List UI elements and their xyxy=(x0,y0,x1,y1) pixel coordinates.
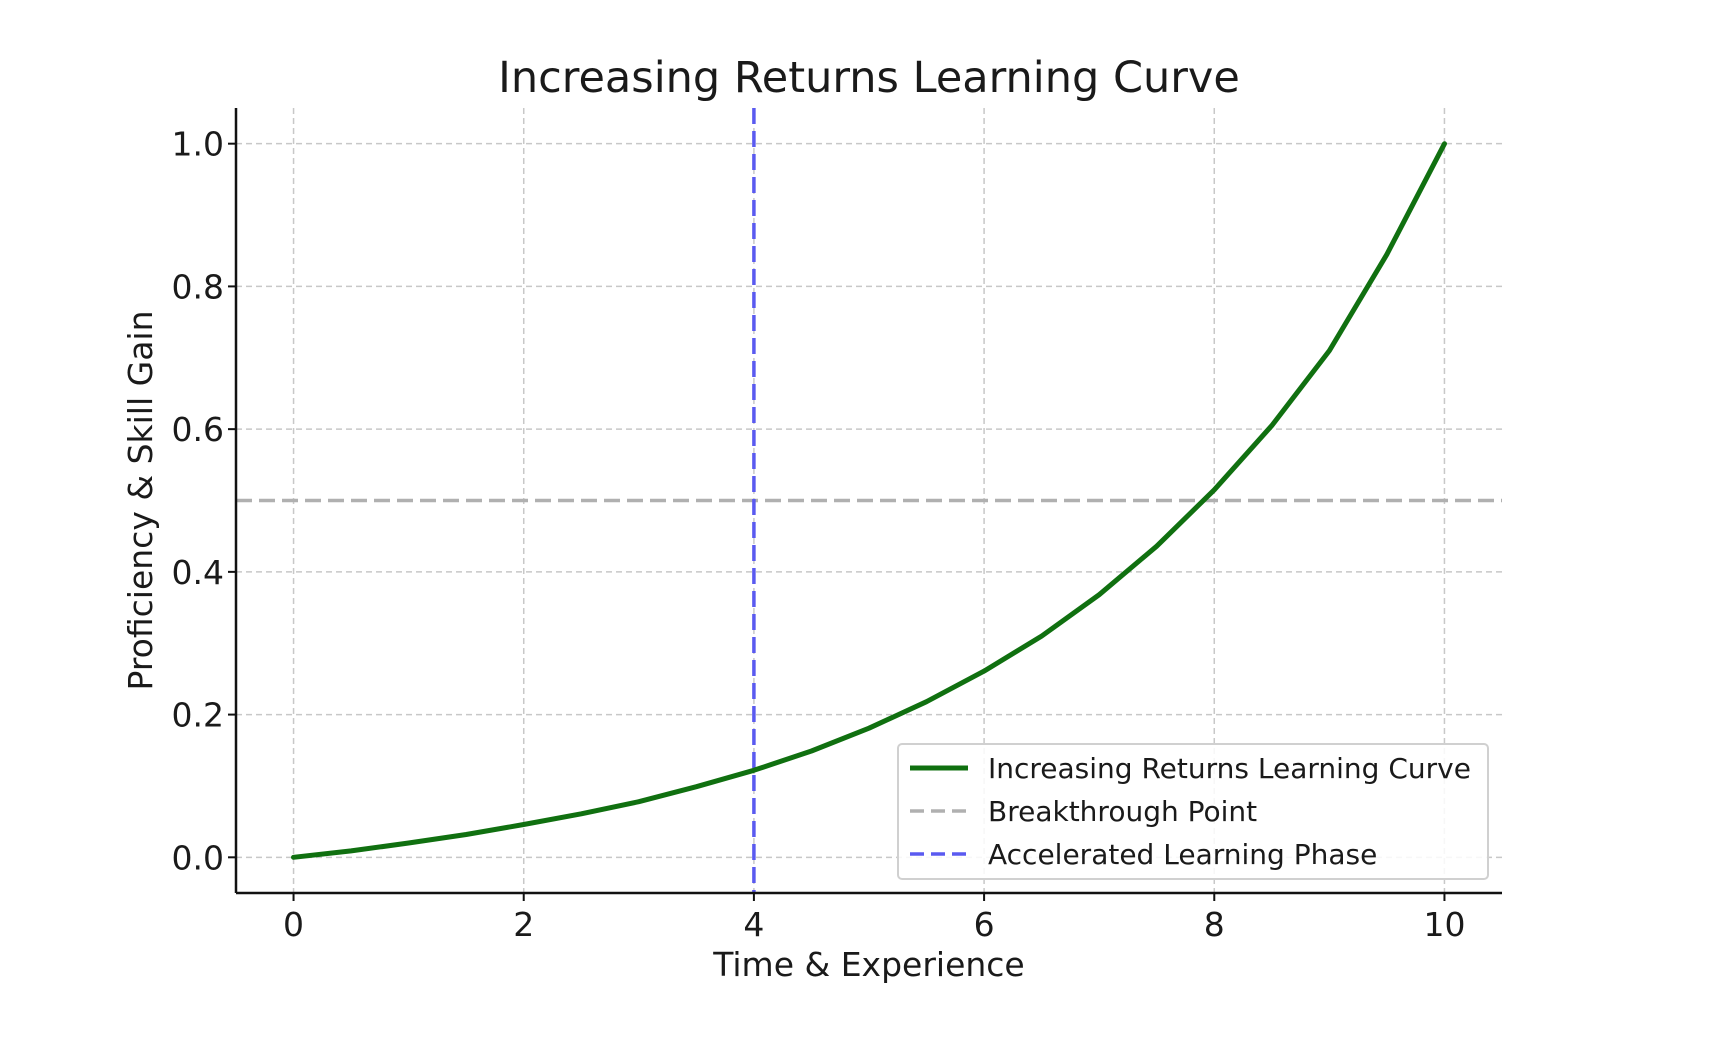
x-tick-label: 4 xyxy=(743,905,764,944)
x-tick-label: 6 xyxy=(974,905,995,944)
y-tick-label: 0.8 xyxy=(172,267,224,306)
legend-box xyxy=(897,743,1489,880)
axes xyxy=(234,108,1502,895)
legend: Increasing Returns Learning Curve Breakth… xyxy=(897,743,1489,880)
y-tick-label: 0.4 xyxy=(172,553,224,592)
legend-label: Accelerated Learning Phase xyxy=(988,838,1377,871)
x-tick-label: 10 xyxy=(1423,905,1465,944)
legend-label: Breakthrough Point xyxy=(988,795,1257,828)
legend-label: Increasing Returns Learning Curve xyxy=(988,752,1471,785)
y-tick-label: 0.6 xyxy=(172,410,224,449)
series-layer xyxy=(291,141,1447,860)
y-axis-label: Proficiency & Skill Gain xyxy=(121,311,160,691)
x-tick-label: 0 xyxy=(283,905,304,944)
y-tick-label: 0.2 xyxy=(172,696,224,735)
learning-curve-line xyxy=(291,141,1447,860)
x-tick-label: 2 xyxy=(513,905,534,944)
y-tick-label: 1.0 xyxy=(172,125,224,164)
x-tick-label: 8 xyxy=(1204,905,1225,944)
y-tick-label: 0.0 xyxy=(172,838,224,877)
tick-labels: 0 2 4 6 8 10 0.0 0.2 0.4 0.6 0.8 1.0 xyxy=(172,125,1466,944)
x-axis-label: Time & Experience xyxy=(712,945,1025,984)
reference-lines xyxy=(236,108,1502,893)
chart-title: Increasing Returns Learning Curve xyxy=(498,53,1240,103)
